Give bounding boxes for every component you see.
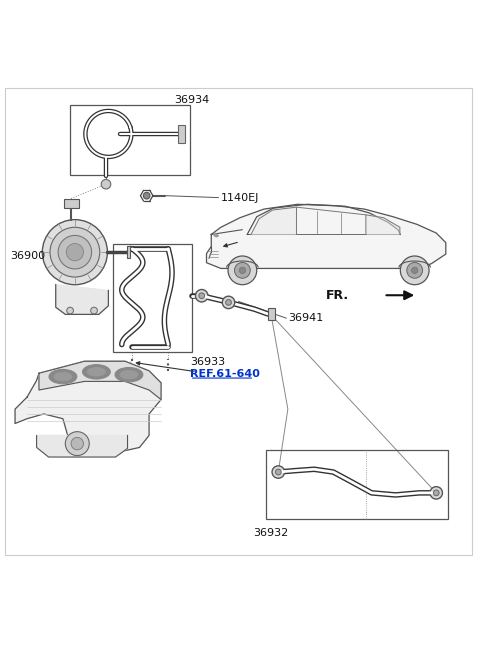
Circle shape [195,289,208,302]
Ellipse shape [87,368,106,376]
Bar [268,307,275,320]
Circle shape [67,307,73,314]
Circle shape [235,262,250,278]
Ellipse shape [115,368,143,382]
Circle shape [430,486,443,499]
Bar [64,198,79,208]
Text: 36900: 36900 [10,251,46,261]
Text: FR.: FR. [326,289,349,302]
Bar [113,244,192,351]
Ellipse shape [54,372,72,381]
Circle shape [42,220,108,285]
Circle shape [65,432,89,455]
Text: 36934: 36934 [175,96,210,105]
Circle shape [228,256,257,285]
Text: 36933: 36933 [190,357,225,367]
Circle shape [222,297,235,309]
Circle shape [239,267,246,273]
Polygon shape [36,435,128,457]
Polygon shape [214,233,218,237]
Circle shape [276,469,281,475]
Ellipse shape [49,370,77,384]
Polygon shape [56,285,108,315]
Text: REF.61-640: REF.61-640 [190,370,260,379]
Text: 36932: 36932 [253,528,289,537]
Polygon shape [366,215,400,234]
Circle shape [144,193,150,199]
Bar [266,450,448,519]
Bar [127,246,131,258]
Circle shape [199,293,204,298]
Circle shape [407,262,422,278]
Ellipse shape [120,370,138,379]
Bar [178,125,185,143]
Circle shape [411,267,418,273]
Text: 1140EJ: 1140EJ [221,193,259,203]
Ellipse shape [83,364,110,379]
Text: 36941: 36941 [288,313,323,323]
Bar [70,105,190,174]
Circle shape [91,307,97,314]
Circle shape [400,256,429,285]
Circle shape [50,227,100,277]
Circle shape [66,244,84,261]
Circle shape [101,180,111,189]
Circle shape [433,490,439,495]
Circle shape [71,437,84,450]
Polygon shape [39,361,161,400]
Circle shape [272,466,285,478]
Circle shape [226,300,231,306]
Polygon shape [206,204,446,269]
Polygon shape [15,361,161,452]
Polygon shape [251,207,297,234]
Circle shape [58,235,92,269]
